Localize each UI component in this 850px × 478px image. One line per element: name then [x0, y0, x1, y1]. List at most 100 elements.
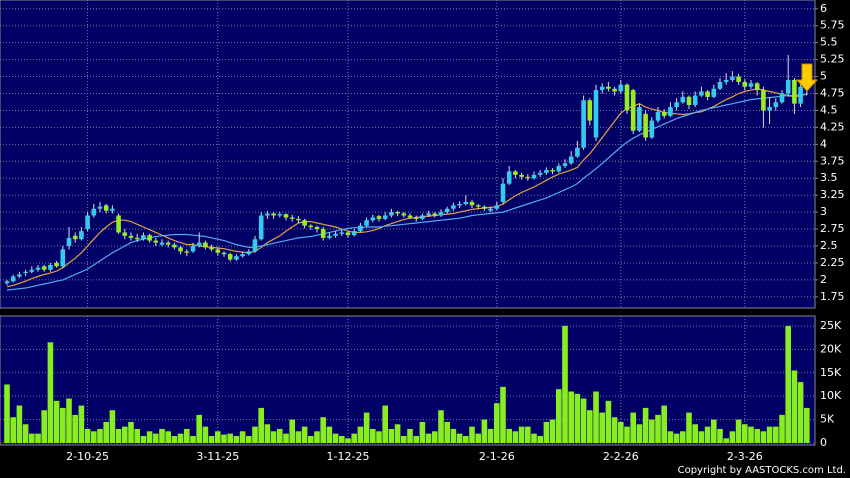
candle-body: [624, 84, 630, 111]
candle-body: [277, 214, 283, 216]
volume-bar: [289, 419, 295, 443]
candle-body: [798, 86, 803, 104]
volume-bar: [78, 405, 85, 443]
candle-body: [203, 242, 208, 248]
volume-bar: [531, 433, 537, 443]
candle-body: [668, 107, 673, 116]
candle-body: [519, 174, 524, 177]
volume-bar: [246, 435, 252, 443]
volume-bar: [661, 405, 667, 443]
y-tick-label: 3.75: [820, 154, 845, 167]
volume-bar: [401, 435, 407, 443]
candle-body: [723, 79, 729, 82]
volume-bar: [574, 393, 581, 443]
candle-body: [475, 205, 481, 207]
y-tick-label: 2.75: [820, 222, 845, 235]
volume-bar: [140, 435, 147, 443]
y-tick-label: 1.75: [820, 290, 845, 303]
volume-bar: [22, 424, 29, 443]
candle-body: [196, 242, 202, 246]
volume-bar: [308, 435, 314, 443]
candle-body: [364, 220, 369, 226]
volume-bar: [314, 431, 320, 443]
candle-body: [302, 220, 307, 226]
volume-bar: [4, 384, 10, 443]
candle-body: [407, 215, 413, 218]
volume-bar: [326, 426, 333, 443]
candle-body: [172, 244, 177, 248]
volume-bar: [103, 421, 109, 443]
volume-bar: [376, 431, 382, 443]
volume-bar: [153, 433, 159, 443]
volume-bar: [382, 405, 388, 443]
candle-body: [296, 218, 301, 221]
volume-tick-label: 25K: [820, 319, 842, 332]
volume-bar: [184, 428, 190, 443]
y-tick-label: 6: [820, 2, 827, 15]
volume-bar: [593, 391, 599, 443]
volume-bar: [345, 438, 351, 443]
volume-bar: [171, 435, 178, 443]
candle-body: [314, 227, 320, 230]
volume-bar: [543, 421, 550, 443]
candle-body: [283, 214, 289, 218]
candle-body: [711, 88, 717, 97]
candle-body: [506, 171, 512, 184]
volume-bar: [134, 428, 140, 443]
y-tick-label: 3.25: [820, 188, 845, 201]
volume-bar: [549, 419, 556, 443]
candle-body: [72, 235, 78, 240]
volume-bar: [388, 428, 395, 443]
volume-bar: [704, 426, 711, 443]
volume-tick-label: 20K: [820, 342, 842, 355]
volume-bar: [630, 412, 636, 443]
volume-bar: [320, 417, 326, 443]
candle-body: [593, 90, 599, 138]
volume-bar: [165, 431, 171, 443]
volume-bar: [208, 435, 215, 443]
candle-body: [587, 100, 593, 121]
volume-bar: [667, 431, 674, 443]
volume-bar: [109, 410, 116, 443]
candle-body: [686, 96, 692, 106]
candle-body: [649, 120, 655, 138]
y-tick-label: 3.5: [820, 171, 838, 184]
candle-body: [420, 215, 425, 219]
y-tick-label: 4.25: [820, 120, 845, 133]
candle-body: [643, 113, 648, 138]
volume-bar: [754, 428, 760, 443]
candle-body: [742, 81, 748, 87]
volume-bar: [432, 431, 438, 443]
volume-bar: [128, 421, 134, 443]
volume-bar: [562, 325, 568, 443]
volume-bar: [332, 433, 339, 443]
y-tick-label: 5.75: [820, 19, 845, 32]
x-tick-label: 2-3-26: [727, 450, 763, 463]
volume-bar: [785, 325, 791, 443]
candle-body: [10, 276, 16, 282]
candle-body: [4, 281, 10, 284]
volume-bar: [680, 431, 686, 443]
y-tick-label: 2.5: [820, 239, 838, 252]
copyright: Copyright by AASTOCKS.com Ltd.: [678, 465, 846, 476]
candle-body: [134, 237, 140, 240]
candle-body: [103, 205, 109, 211]
candle-body: [128, 235, 134, 238]
candle-body: [376, 216, 382, 219]
volume-bar: [215, 431, 221, 443]
volume-bar: [264, 424, 271, 443]
candle-body: [717, 81, 723, 89]
volume-bar: [413, 435, 419, 443]
volume-bar: [35, 433, 41, 443]
volume-bar: [122, 426, 128, 443]
volume-bar: [351, 433, 357, 443]
volume-bar: [456, 433, 463, 443]
volume-bar: [394, 424, 401, 443]
candle-body: [550, 170, 555, 172]
candle-body: [661, 111, 667, 116]
volume-bar: [525, 426, 531, 443]
candle-body: [351, 231, 357, 236]
candle-body: [35, 267, 41, 270]
candle-body: [246, 251, 252, 255]
candle-body: [761, 90, 766, 111]
